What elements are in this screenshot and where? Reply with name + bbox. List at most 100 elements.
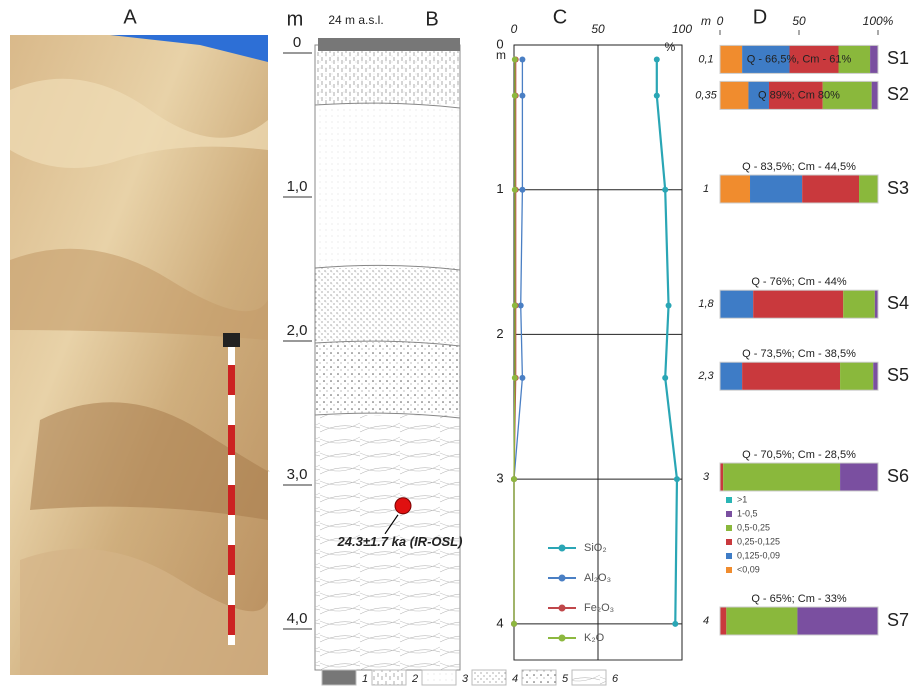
bar-segment (797, 607, 878, 635)
legend-swatch (321, 669, 357, 686)
x-tick-label: 3 (496, 471, 503, 486)
bar-segment (789, 45, 839, 74)
legend-swatch (726, 497, 732, 503)
sample-label: S4 (887, 293, 909, 313)
bar-segment (874, 290, 878, 319)
depth-label: 3 (703, 471, 710, 483)
point (511, 374, 518, 381)
sample-label: S3 (887, 178, 909, 198)
depth-label: 1 (703, 183, 709, 195)
bar-segment (742, 362, 841, 391)
legend-label: Fe₂O₃ (584, 602, 614, 614)
y-axis-label: % (665, 40, 676, 54)
depth-tick-label: 3,0 (287, 466, 308, 483)
point (673, 476, 680, 483)
panel-label: B (425, 8, 438, 30)
point (511, 186, 518, 193)
bar-segment (720, 290, 754, 319)
depth-unit: m (701, 14, 711, 28)
bar-segment (840, 362, 874, 391)
point (511, 92, 518, 99)
point (519, 374, 526, 381)
legend-swatch (726, 553, 732, 559)
point (662, 186, 669, 193)
x-tick-label: 1 (496, 181, 503, 196)
bar-frame (719, 606, 879, 636)
depth-unit: m (287, 8, 304, 30)
series-line (655, 59, 679, 624)
bar-segment (723, 463, 841, 491)
x-tick-label: 0 (496, 36, 503, 51)
legend-label: 4 (512, 673, 518, 685)
legend-swatch (471, 669, 507, 686)
bar-segment (768, 81, 823, 110)
legend-label: 0,25-0,125 (737, 536, 780, 546)
bar-segment (742, 45, 790, 74)
depth-label: 2,3 (697, 370, 714, 382)
legend-swatch (421, 669, 457, 686)
x-tick-label: 50 (792, 14, 806, 28)
bar-frame (719, 361, 879, 391)
legend-label: K₂O (584, 632, 605, 644)
legend-label: SiO₂ (584, 542, 607, 554)
dating-label: 24.3±1.7 ka (IR-OSL) (337, 534, 463, 549)
legend-label: 5 (562, 673, 569, 685)
bar-segment (873, 362, 878, 391)
x-tick-label: 4 (496, 615, 503, 630)
bar-segment (753, 290, 844, 319)
annotation: Q - 76%; Cm - 44% (751, 276, 847, 288)
legend-label: Al₂O₃ (584, 572, 611, 584)
bar-segment (748, 81, 769, 110)
legend-marker (558, 634, 566, 642)
legend-swatch (726, 567, 732, 573)
depth-tick-label: 0 (293, 34, 301, 51)
point (665, 302, 672, 309)
point (511, 476, 517, 483)
legend-swatch (726, 539, 732, 545)
sample-label: S6 (887, 466, 909, 486)
legend-label: <0,09 (737, 564, 760, 574)
depth-label: 1,8 (698, 298, 714, 310)
elevation: 24 m a.s.l. (328, 13, 383, 27)
bar-frame (719, 174, 879, 204)
legend-label: 2 (411, 673, 418, 685)
legend-label: 1 (362, 673, 368, 685)
depth-label: 0,35 (695, 89, 717, 101)
depth-label: 4 (703, 615, 709, 627)
photo (10, 35, 270, 675)
legend-swatch (571, 669, 607, 686)
bar-segment (720, 362, 743, 391)
bar-segment (838, 45, 871, 74)
bar-frame (719, 289, 879, 319)
legend-label: 3 (462, 673, 469, 685)
x-tick-label: 0 (717, 14, 724, 28)
y-tick-label: 50 (591, 22, 605, 36)
sample-label: S1 (887, 48, 909, 68)
x-tick-label: 100% (863, 14, 894, 28)
panel-label: A (123, 6, 137, 28)
legend-label: 1-0,5 (737, 508, 758, 518)
bar-frame (719, 462, 879, 492)
point (511, 56, 518, 63)
point (653, 56, 660, 63)
legend-marker (558, 574, 566, 582)
annotation: Q - 65%; Cm - 33% (751, 593, 847, 605)
bar-segment (843, 290, 875, 319)
bar-segment (822, 81, 872, 110)
bar-segment (871, 81, 878, 110)
bar-segment (720, 175, 751, 203)
bar-segment (726, 607, 798, 635)
bar-segment (720, 607, 727, 635)
legend-label: 6 (612, 673, 619, 685)
point (517, 302, 524, 309)
legend-swatch (371, 669, 407, 686)
bar-segment (720, 45, 743, 74)
bar-frame (719, 80, 879, 110)
bar-segment (859, 175, 878, 203)
x-tick-label: 2 (496, 326, 503, 341)
point (662, 374, 669, 381)
depth-tick-label: 4,0 (287, 610, 308, 627)
panel-label: D (753, 6, 767, 28)
depth-label: 0,1 (698, 53, 713, 65)
